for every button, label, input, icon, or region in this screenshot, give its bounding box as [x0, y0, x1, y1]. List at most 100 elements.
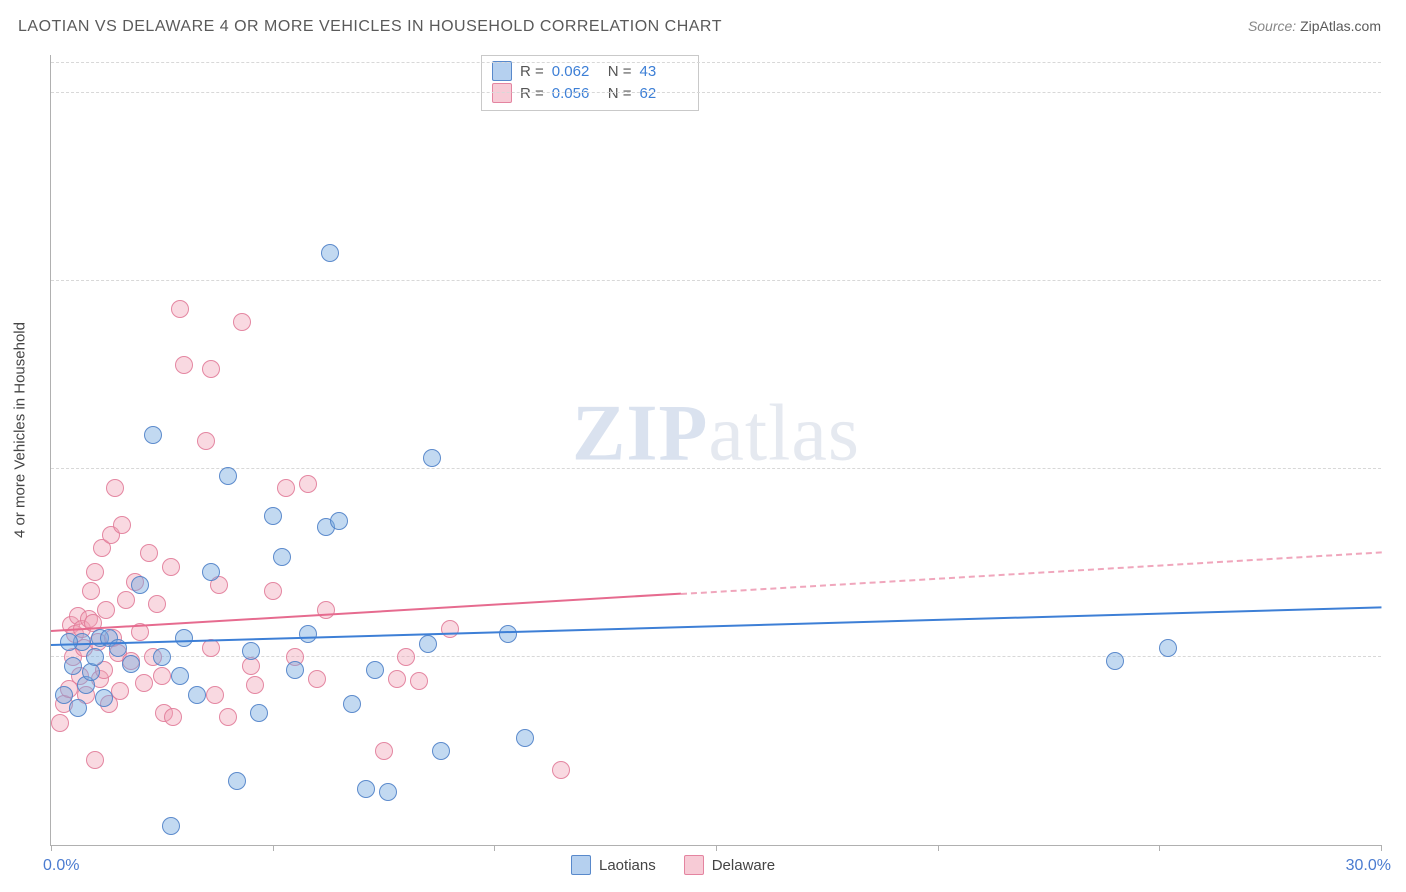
laotians-point: [175, 629, 193, 647]
delaware-point: [106, 479, 124, 497]
delaware-point: [164, 708, 182, 726]
y-axis-label: 4 or more Vehicles in Household: [12, 322, 29, 538]
laotians-point: [64, 657, 82, 675]
legend-item-delaware: Delaware: [684, 855, 775, 875]
delaware-point: [202, 360, 220, 378]
delaware-point: [175, 356, 193, 374]
plot-area: ZIPatlas R = 0.062 N = 43 R = 0.056 N = …: [50, 55, 1381, 846]
delaware-point: [277, 479, 295, 497]
laotians-point: [1159, 639, 1177, 657]
x-tick: [716, 845, 717, 851]
laotians-point: [60, 633, 78, 651]
laotians-point: [86, 648, 104, 666]
delaware-point: [233, 313, 251, 331]
watermark-bold: ZIP: [572, 390, 708, 478]
correlation-legend: R = 0.062 N = 43 R = 0.056 N = 62: [481, 55, 699, 111]
source-attribution: Source: ZipAtlas.com: [1248, 18, 1381, 34]
laotians-point: [219, 467, 237, 485]
x-tick: [1381, 845, 1382, 851]
y-tick-label: 40.0%: [1391, 66, 1406, 84]
delaware-point: [299, 475, 317, 493]
n-label-b: N =: [608, 85, 632, 102]
laotians-point: [357, 780, 375, 798]
laotians-point: [321, 244, 339, 262]
laotians-point: [419, 635, 437, 653]
delaware-point: [97, 601, 115, 619]
delaware-point: [197, 432, 215, 450]
laotians-point: [202, 563, 220, 581]
delaware-point: [153, 667, 171, 685]
laotians-point: [432, 742, 450, 760]
x-axis-min-label: 0.0%: [43, 857, 79, 875]
laotians-point: [343, 695, 361, 713]
delaware-point: [441, 620, 459, 638]
r-label-a: R =: [520, 63, 544, 80]
laotians-point: [423, 449, 441, 467]
delaware-point: [86, 563, 104, 581]
delaware-point: [375, 742, 393, 760]
gridline: [51, 62, 1381, 63]
y-tick-label: 30.0%: [1391, 254, 1406, 272]
delaware-point: [162, 558, 180, 576]
delaware-point: [51, 714, 69, 732]
laotians-point: [144, 426, 162, 444]
source-value: ZipAtlas.com: [1300, 18, 1381, 34]
delaware-point: [552, 761, 570, 779]
laotians-point: [273, 548, 291, 566]
gridline: [51, 468, 1381, 469]
delaware-point: [171, 300, 189, 318]
swatch-delaware-icon: [492, 83, 512, 103]
delaware-point: [117, 591, 135, 609]
watermark: ZIPatlas: [572, 389, 860, 480]
laotians-point: [162, 817, 180, 835]
chart-title: LAOTIAN VS DELAWARE 4 OR MORE VEHICLES I…: [18, 18, 722, 36]
n-value-a: 43: [640, 63, 688, 80]
delaware-point: [246, 676, 264, 694]
x-tick: [273, 845, 274, 851]
laotians-point: [188, 686, 206, 704]
series-legend: Laotians Delaware: [571, 855, 775, 875]
laotians-point: [131, 576, 149, 594]
chart-container: LAOTIAN VS DELAWARE 4 OR MORE VEHICLES I…: [0, 0, 1406, 892]
laotians-point: [366, 661, 384, 679]
r-value-a: 0.062: [552, 63, 600, 80]
y-tick-label: 10.0%: [1391, 630, 1406, 648]
y-tick-label: 20.0%: [1391, 442, 1406, 460]
delaware-point: [148, 595, 166, 613]
swatch-laotians-icon: [571, 855, 591, 875]
delaware-point: [86, 751, 104, 769]
delaware-trendline: [680, 551, 1381, 595]
laotians-point: [153, 648, 171, 666]
laotians-point: [95, 689, 113, 707]
delaware-point: [219, 708, 237, 726]
legend-row-a: R = 0.062 N = 43: [492, 60, 688, 82]
delaware-point: [82, 582, 100, 600]
r-value-b: 0.056: [552, 85, 600, 102]
delaware-point: [113, 516, 131, 534]
laotians-point: [69, 699, 87, 717]
laotians-point: [379, 783, 397, 801]
delaware-point: [111, 682, 129, 700]
x-tick: [494, 845, 495, 851]
swatch-delaware-icon: [684, 855, 704, 875]
watermark-light: atlas: [708, 390, 860, 478]
laotians-point: [171, 667, 189, 685]
delaware-point: [317, 601, 335, 619]
gridline: [51, 280, 1381, 281]
laotians-point: [122, 655, 140, 673]
delaware-point: [206, 686, 224, 704]
delaware-point: [264, 582, 282, 600]
gridline: [51, 92, 1381, 93]
swatch-laotians-icon: [492, 61, 512, 81]
x-tick: [938, 845, 939, 851]
delaware-point: [388, 670, 406, 688]
laotians-point: [299, 625, 317, 643]
laotians-point: [250, 704, 268, 722]
legend-row-b: R = 0.056 N = 62: [492, 82, 688, 104]
laotians-trendline: [51, 606, 1381, 646]
laotians-point: [330, 512, 348, 530]
delaware-point: [140, 544, 158, 562]
x-tick: [1159, 845, 1160, 851]
x-axis-max-label: 30.0%: [1346, 857, 1391, 875]
r-label-b: R =: [520, 85, 544, 102]
